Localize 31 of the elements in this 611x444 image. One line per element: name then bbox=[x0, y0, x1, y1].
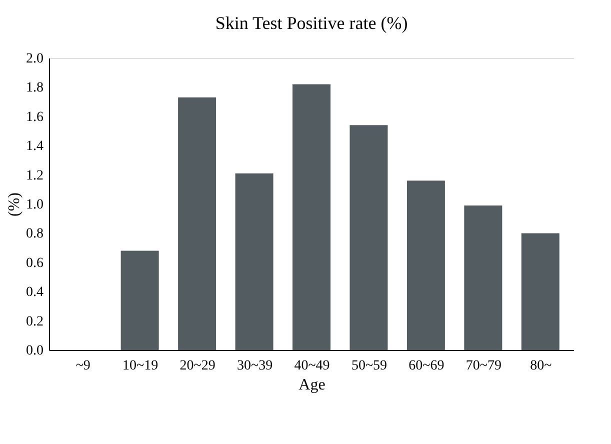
x-tick-label: 70~79 bbox=[466, 358, 502, 374]
bar bbox=[350, 125, 388, 350]
x-tick-label: 20~29 bbox=[180, 358, 216, 374]
bar bbox=[235, 173, 274, 350]
x-tick-label: 10~19 bbox=[122, 358, 158, 374]
bar bbox=[120, 250, 159, 350]
x-tick-label: 40~49 bbox=[294, 358, 330, 374]
bar bbox=[178, 97, 216, 350]
chart-title: Skin Test Positive rate (%) bbox=[215, 13, 408, 33]
bar bbox=[464, 205, 502, 350]
x-tick-label: 60~69 bbox=[408, 358, 444, 374]
y-tick-label: 1.2 bbox=[26, 168, 44, 184]
x-tick-label: 80~ bbox=[530, 358, 552, 374]
y-tick-label: 1.4 bbox=[26, 139, 44, 154]
y-tick-label: 2.0 bbox=[26, 52, 44, 66]
bar bbox=[521, 233, 560, 350]
x-tick-label: 50~59 bbox=[351, 358, 388, 374]
bar bbox=[292, 84, 330, 350]
y-tick-label: 0.6 bbox=[26, 256, 44, 271]
y-tick-label: 0.4 bbox=[26, 285, 44, 300]
y-tick-label: 1.8 bbox=[26, 80, 44, 96]
bar bbox=[406, 180, 445, 350]
y-tick-label: 0.2 bbox=[26, 314, 44, 330]
y-axis-title: (%) bbox=[6, 192, 23, 216]
x-axis-title: Age bbox=[298, 376, 326, 394]
x-tick-label: 30~39 bbox=[236, 358, 273, 374]
y-tick-label: 1.6 bbox=[26, 110, 44, 125]
y-tick-label: 0.8 bbox=[26, 226, 44, 242]
y-tick-label: 0.0 bbox=[26, 344, 44, 358]
x-tick-label: ~9 bbox=[76, 358, 90, 374]
y-tick-label: 1.0 bbox=[26, 198, 44, 212]
